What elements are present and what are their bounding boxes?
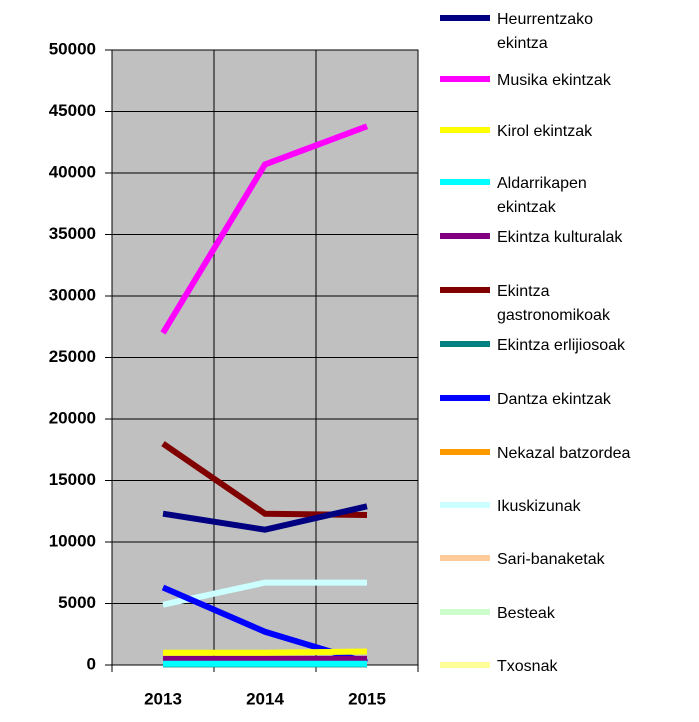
y-tick-label: 15000: [49, 470, 96, 489]
legend-label: Nekazal batzordea: [497, 445, 631, 462]
legend-label: Sari-banaketak: [497, 551, 606, 568]
legend-label: Ekintza kulturalak: [497, 229, 623, 246]
legend-label: Ekintza gastronomikoak: [497, 283, 611, 324]
series-line: [163, 648, 368, 656]
legend-label: Dantza ekintzak: [497, 391, 612, 408]
y-tick-label: 40000: [49, 162, 96, 181]
y-tick-label: 5000: [58, 593, 96, 612]
y-tick-label: 30000: [49, 285, 96, 304]
legend-label: Ekintza erlijiosoak: [497, 337, 626, 354]
y-tick-label: 45000: [49, 101, 96, 120]
y-tick-label: 20000: [49, 408, 96, 427]
legend-label: Musika ekintzak: [497, 72, 612, 89]
legend-label: Heurrentzako ekintza: [497, 11, 593, 52]
series-line: [162, 579, 367, 608]
legend-label: Besteak: [497, 605, 556, 622]
legend-label: Kirol ekintzak: [497, 123, 593, 140]
x-tick-label: 2014: [246, 689, 284, 708]
x-tick-label: 2013: [144, 689, 182, 708]
legend-label: Txosnak: [497, 658, 558, 675]
y-tick-label: 0: [87, 654, 96, 673]
x-tick-label: 2015: [348, 689, 386, 708]
series-line: [160, 123, 369, 335]
y-tick-label: 25000: [49, 347, 96, 366]
y-tick-label: 35000: [49, 224, 96, 243]
legend-label: Aldarrikapen ekintzak: [497, 175, 587, 216]
series-line: [162, 503, 368, 533]
y-tick-label: 10000: [49, 531, 96, 550]
legend-label: Ikuskizunak: [497, 498, 582, 515]
y-tick-label: 50000: [49, 39, 96, 58]
